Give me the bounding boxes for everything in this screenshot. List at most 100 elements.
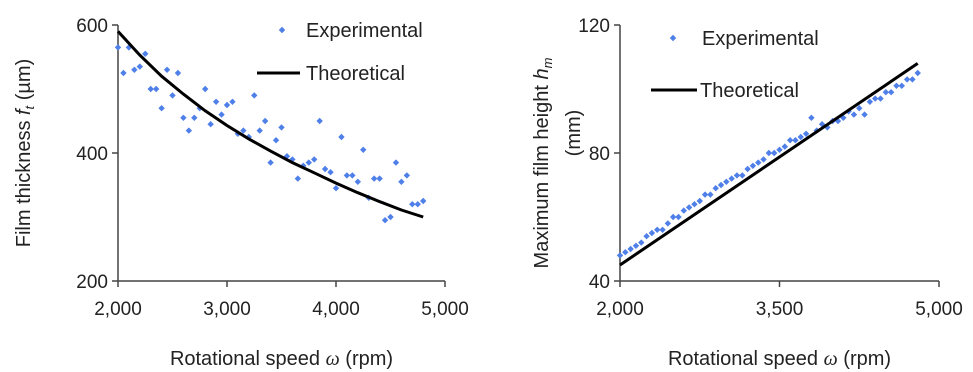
experimental-point [256, 127, 263, 134]
experimental-point [696, 197, 703, 205]
experimental-point [114, 44, 122, 51]
experimental-point [311, 156, 318, 163]
experimental-point [717, 181, 725, 189]
chart-1: 200 400 600 2,000 3,000 4,000 5,000 Rotational … [13, 16, 469, 370]
experimental-point [332, 185, 340, 192]
experimental-point [420, 197, 427, 205]
experimental-point [781, 143, 789, 150]
y-tick-label: 80 [589, 144, 610, 165]
y-axis-title-line1: Maximum film height hm [531, 57, 555, 268]
experimental-point [152, 85, 160, 93]
x-tick-label: 5,000 [421, 299, 469, 320]
experimental-point [632, 242, 640, 249]
experimental-point [616, 252, 624, 259]
experimental-point [191, 114, 198, 121]
experimental-point [354, 178, 361, 185]
legend-marker-experimental [278, 26, 286, 34]
experimental-point [755, 159, 762, 166]
experimental-point [120, 69, 127, 77]
experimental-point [856, 105, 863, 112]
experimental-point [733, 172, 741, 179]
experimental-point [866, 98, 874, 105]
experimental-point [701, 191, 709, 198]
experimental-point [218, 111, 225, 118]
experimental-point [712, 185, 719, 192]
experimental-point [381, 217, 389, 224]
experimental-point [887, 89, 895, 96]
experimental-point [267, 159, 274, 166]
y-tick-label: 120 [578, 16, 610, 37]
experimental-point [765, 149, 773, 157]
experimental-point [707, 191, 714, 198]
experimental-point [142, 50, 149, 57]
experimental-point [622, 249, 629, 256]
experimental-point [744, 165, 751, 173]
experimental-point [903, 76, 911, 83]
experimental-point [278, 124, 285, 131]
experimental-point [893, 82, 900, 89]
experimental-point [360, 146, 367, 153]
experimental-point [797, 133, 804, 141]
experimental-point [654, 226, 661, 233]
experimental-point [403, 172, 411, 179]
experimental-point [728, 175, 735, 182]
experimental-point [723, 178, 730, 185]
experimental-point [882, 89, 890, 96]
experimental-point [675, 213, 682, 221]
experimental-point [185, 127, 193, 134]
experimental-point [664, 220, 672, 227]
experimental-point [207, 121, 214, 128]
experimental-point [343, 172, 351, 179]
experimental-point [638, 239, 645, 246]
legend-label: Theoretical [306, 63, 405, 85]
experimental-point [174, 69, 182, 77]
experimental-point [627, 245, 634, 253]
legend-marker-experimental [669, 34, 677, 42]
x-tick-label: 5,000 [915, 299, 963, 320]
y-axis-title-line2: (mm) [563, 110, 585, 157]
x-tick-label: 2,000 [94, 299, 142, 320]
experimental-point [316, 117, 323, 125]
experimental-point [802, 130, 810, 137]
experimental-point [272, 137, 280, 144]
x-tick-label: 4,000 [312, 299, 360, 320]
experimental-point [349, 172, 356, 179]
experimental-point [169, 92, 176, 99]
legend-label: Experimental [702, 28, 819, 50]
experimental-point [398, 178, 405, 185]
experimental-point [409, 201, 416, 208]
experimental-point [776, 146, 783, 153]
experimental-point [338, 133, 345, 141]
experimental-point [240, 127, 247, 134]
experimental-point [321, 165, 329, 173]
experimental-point [834, 117, 842, 125]
experimental-point [691, 201, 698, 208]
y-tick-label: 400 [76, 144, 108, 165]
x-tick-label: 2,000 [596, 299, 644, 320]
experimental-point [786, 137, 794, 144]
y-tick-label: 40 [589, 272, 610, 293]
experimental-point [872, 95, 879, 102]
experimental-point [760, 156, 767, 163]
experimental-point [669, 213, 677, 221]
experimental-point [648, 229, 656, 237]
y-axis-title: Film thickness ft (µm) [13, 59, 37, 248]
experimental-point [387, 213, 394, 221]
experimental-point [392, 159, 400, 166]
experimental-point [680, 207, 687, 214]
experimental-point [261, 117, 269, 125]
experimental-point [147, 85, 154, 93]
experimental-point [327, 169, 334, 176]
experimental-point [898, 82, 905, 89]
experimental-point [414, 201, 421, 208]
experimental-point [131, 66, 138, 73]
experimental-point [202, 85, 209, 93]
experimental-point [792, 137, 799, 144]
experimental-point [370, 175, 378, 182]
x-axis-title: Rotational speed ω (rpm) [170, 348, 393, 370]
experimental-point [125, 44, 133, 51]
theoretical-line [116, 30, 424, 219]
experimental-point [223, 101, 231, 109]
